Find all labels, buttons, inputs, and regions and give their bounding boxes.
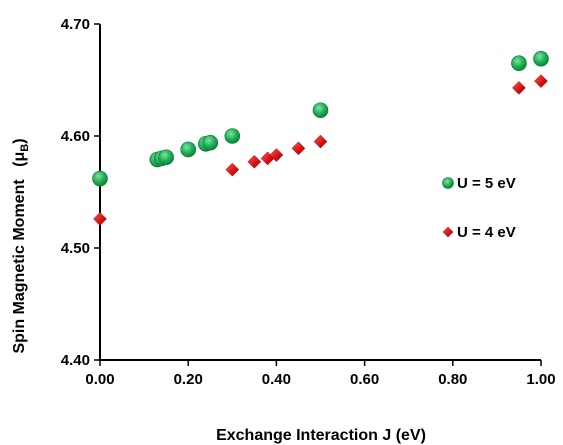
y-axis-title-unit-subscript: B bbox=[19, 144, 31, 152]
data-point-circle bbox=[202, 134, 219, 151]
data-point-circle bbox=[533, 50, 549, 67]
x-tick-label: 1.00 bbox=[526, 371, 555, 388]
data-point-circle bbox=[224, 128, 241, 144]
y-tick-label: 4.40 bbox=[61, 352, 90, 369]
legend-label: U = 5 eV bbox=[457, 175, 516, 192]
y-axis-title-unit-close: ) bbox=[11, 138, 28, 143]
legend-label: U = 4 eV bbox=[457, 224, 516, 241]
x-axis-ticks: 0.00 0.20 0.40 0.60 0.80 1.00 bbox=[85, 360, 556, 388]
data-point-circle bbox=[92, 170, 108, 187]
y-axis-title-unit: (μ bbox=[11, 152, 28, 167]
data-point-circle bbox=[158, 149, 174, 166]
data-point-diamond bbox=[269, 148, 284, 162]
data-points bbox=[92, 50, 549, 226]
x-tick-label: 0.20 bbox=[174, 371, 203, 388]
y-tick-label: 4.70 bbox=[61, 16, 90, 33]
y-tick-label: 4.60 bbox=[61, 128, 90, 145]
x-tick-label: 0.60 bbox=[350, 371, 379, 388]
data-point-diamond bbox=[512, 80, 526, 95]
y-axis-title-text: Spin Magnetic Moment bbox=[11, 179, 28, 354]
data-point-diamond bbox=[534, 74, 548, 88]
x-tick-label: 0.00 bbox=[85, 371, 114, 388]
data-point-diamond bbox=[225, 162, 240, 177]
data-point-circle bbox=[180, 141, 196, 158]
data-point-diamond bbox=[93, 212, 107, 226]
y-axis-title: Spin Magnetic Moment (μB) bbox=[11, 138, 31, 353]
data-point-diamond bbox=[291, 141, 306, 156]
axes bbox=[99, 24, 541, 361]
legend-marker-diamond bbox=[442, 226, 454, 238]
y-axis-ticks: 4.40 4.50 4.60 4.70 bbox=[61, 16, 100, 369]
data-point-circle bbox=[312, 102, 329, 119]
x-axis-title: Exchange Interaction J (eV) bbox=[216, 427, 426, 444]
data-point-diamond bbox=[247, 154, 262, 169]
legend-marker-circle bbox=[442, 177, 454, 189]
y-tick-label: 4.50 bbox=[61, 240, 90, 257]
data-point-circle bbox=[511, 55, 527, 72]
legend: U = 5 eV U = 4 eV bbox=[442, 175, 516, 241]
x-tick-label: 0.80 bbox=[438, 371, 467, 388]
x-tick-label: 0.40 bbox=[262, 371, 291, 388]
series-u5 bbox=[92, 50, 549, 187]
data-point-diamond bbox=[313, 134, 328, 149]
series-u4 bbox=[93, 74, 548, 226]
